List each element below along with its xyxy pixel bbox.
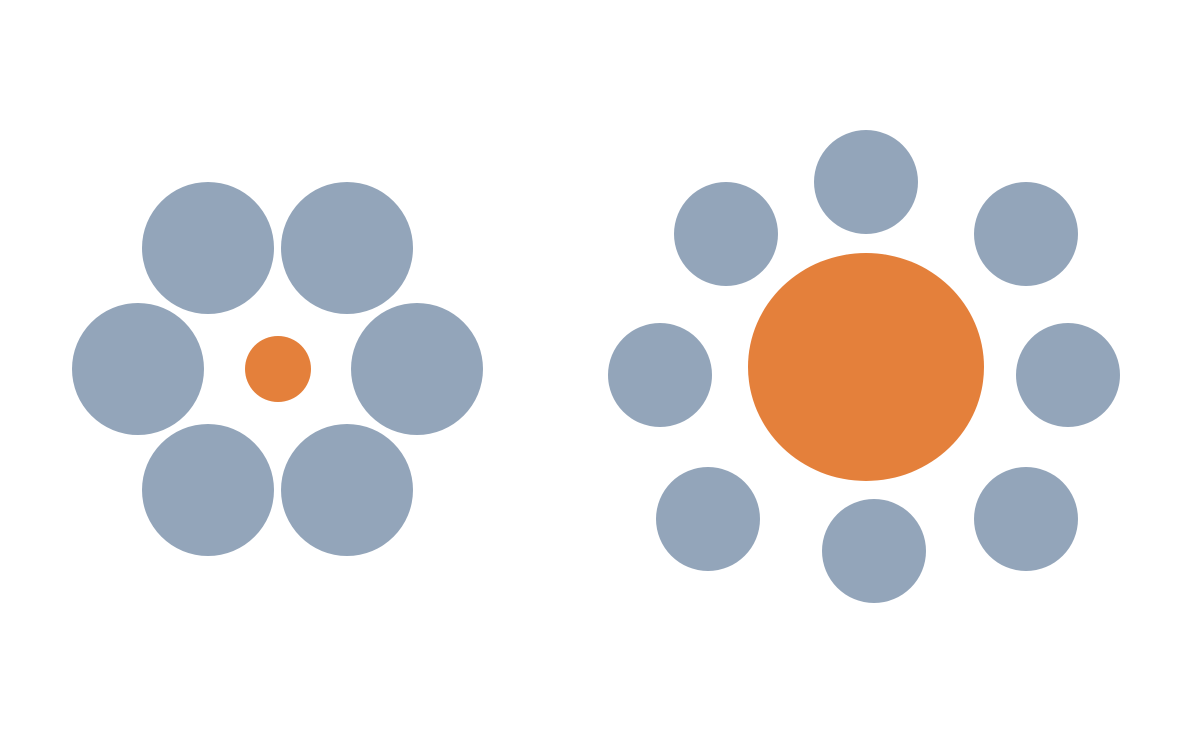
right-surround-circle-bottom-right (974, 467, 1078, 571)
right-surround-circle-top-right (974, 182, 1078, 286)
right-surround-circle-bottom (822, 499, 926, 603)
left-center-circle (245, 336, 311, 402)
right-surround-circle-right (1016, 323, 1120, 427)
left-surround-circle-top-right (281, 182, 413, 314)
right-surround-circle-top (814, 130, 918, 234)
left-surround-circle-left (72, 303, 204, 435)
right-center-circle (748, 253, 984, 481)
right-cluster (608, 130, 1120, 603)
left-surround-circle-bottom-right (281, 424, 413, 556)
left-cluster (72, 182, 483, 556)
left-surround-circle-bottom-left (142, 424, 274, 556)
right-surround-circle-top-left (674, 182, 778, 286)
left-surround-circle-right (351, 303, 483, 435)
right-surround-circle-bottom-left (656, 467, 760, 571)
left-surround-circle-top-left (142, 182, 274, 314)
right-surround-circle-left (608, 323, 712, 427)
